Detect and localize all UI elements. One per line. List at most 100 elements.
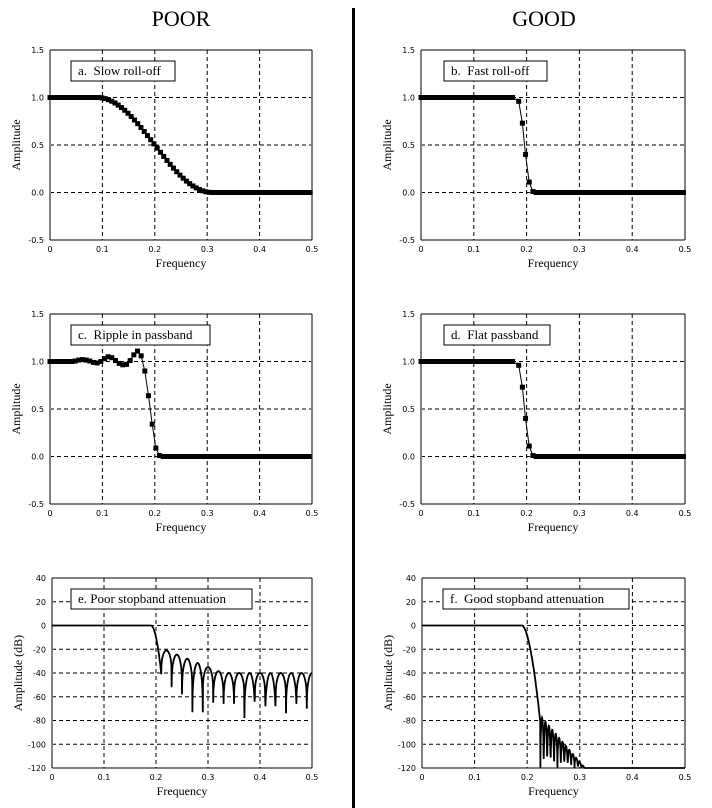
data-point [300, 190, 306, 195]
data-point [559, 190, 565, 195]
x-axis-label: Frequency [156, 256, 207, 270]
y-tick-label: -60 [33, 693, 46, 702]
data-point [566, 454, 572, 459]
x-tick-label: 0 [419, 773, 424, 782]
data-point [612, 190, 618, 195]
data-point [79, 357, 85, 363]
data-point [115, 102, 121, 108]
x-tick-label: 0.2 [521, 773, 534, 782]
data-point [235, 454, 241, 459]
data-point [266, 454, 272, 459]
data-point [218, 454, 224, 459]
data-point [105, 97, 111, 103]
y-tick-label: 0.5 [31, 405, 44, 414]
x-tick-label: 0 [47, 245, 52, 254]
y-tick-label: 0.0 [402, 453, 415, 462]
data-point [174, 169, 180, 175]
data-point [116, 360, 122, 366]
data-point [605, 454, 611, 459]
data-point [229, 190, 235, 195]
data-point [259, 454, 265, 459]
x-tick-label: 0 [418, 245, 423, 254]
x-tick-label: 0.2 [148, 509, 161, 518]
data-point [635, 454, 641, 459]
data-point [451, 95, 457, 100]
data-point [631, 190, 637, 195]
y-tick-label: -0.5 [399, 500, 415, 509]
data-point [602, 454, 608, 459]
data-point [307, 190, 313, 195]
data-point [187, 181, 193, 187]
data-point [200, 188, 206, 194]
data-point [464, 359, 470, 364]
data-point [615, 454, 621, 459]
x-tick-label: 0 [47, 509, 52, 518]
data-point [242, 454, 248, 459]
data-point [500, 359, 506, 364]
x-tick-label: 0.1 [467, 509, 480, 518]
data-point [174, 454, 180, 459]
data-point [438, 359, 444, 364]
y-tick-label: 20 [36, 598, 46, 607]
data-point [664, 190, 670, 195]
y-tick-label: -0.5 [399, 236, 415, 245]
y-tick-label: -80 [403, 717, 416, 726]
data-point [239, 190, 245, 195]
data-point [47, 95, 53, 100]
data-point [585, 190, 591, 195]
data-point [193, 185, 199, 191]
x-tick-label: 0.2 [520, 245, 533, 254]
data-point [127, 358, 133, 364]
y-tick-label: 0 [41, 622, 46, 631]
y-tick-label: 0.5 [31, 141, 44, 150]
data-point [128, 114, 134, 120]
data-point [595, 454, 601, 459]
y-tick-label: 0.0 [31, 189, 44, 198]
x-axis-label: Frequency [157, 784, 208, 798]
data-point [196, 187, 202, 193]
data-point [141, 128, 147, 134]
data-point [530, 453, 536, 459]
data-point [268, 190, 274, 195]
y-axis-label: Amplitude (dB) [11, 635, 25, 711]
data-point [83, 95, 89, 100]
x-tick-label: 0.3 [202, 773, 215, 782]
x-axis-label: Frequency [156, 520, 207, 534]
data-point [615, 190, 621, 195]
data-point [160, 454, 166, 459]
data-point [157, 149, 163, 155]
x-tick-label: 0.3 [573, 245, 586, 254]
data-point [204, 454, 210, 459]
panel-label-box [70, 60, 176, 82]
column-divider [352, 8, 355, 808]
data-point [131, 352, 137, 358]
data-point [60, 359, 66, 364]
y-tick-label: 1.0 [402, 94, 415, 103]
data-point [589, 454, 595, 459]
data-point [206, 189, 212, 195]
data-point [602, 190, 608, 195]
data-point [585, 454, 591, 459]
data-point [66, 95, 72, 100]
data-point [661, 190, 667, 195]
x-tick-label: 0.1 [96, 245, 109, 254]
x-tick-label: 0.3 [201, 509, 214, 518]
data-point [177, 454, 183, 459]
x-tick-label: 0.4 [253, 245, 266, 254]
data-point [76, 357, 82, 363]
data-point [595, 190, 601, 195]
data-point [461, 95, 467, 100]
x-tick-label: 0.2 [148, 245, 161, 254]
data-point [96, 95, 102, 101]
data-point [213, 190, 219, 195]
data-point [648, 190, 654, 195]
data-point [556, 190, 562, 195]
data-point [135, 348, 141, 354]
data-point [461, 359, 467, 364]
y-tick-label: -60 [403, 693, 416, 702]
data-point [516, 98, 522, 104]
data-point [252, 454, 258, 459]
data-point [98, 359, 104, 364]
y-tick-label: -120 [28, 764, 46, 773]
data-point [170, 165, 176, 171]
